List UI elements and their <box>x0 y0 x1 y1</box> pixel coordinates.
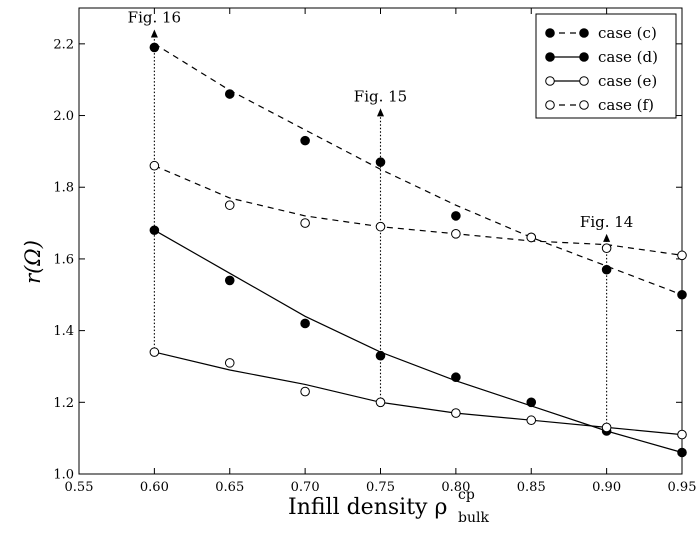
data-point <box>300 386 310 397</box>
y-tick-label: 1.6 <box>53 252 74 267</box>
x-tick-label: 0.80 <box>441 480 470 495</box>
data-point <box>149 225 160 236</box>
y-tick-label: 1.0 <box>53 468 74 483</box>
annotations: Fig. 16 Fig. 15 Fig. 14 <box>128 9 633 428</box>
annotation-label: Fig. 15 <box>354 87 407 105</box>
x-axis-label-sup: cp <box>458 487 475 503</box>
data-point <box>677 447 687 458</box>
legend-marker <box>545 100 555 110</box>
legend-marker <box>545 52 555 62</box>
data-point <box>601 422 612 433</box>
series-line <box>154 351 683 436</box>
data-point <box>224 358 235 368</box>
data-point <box>224 89 235 99</box>
data-point <box>300 135 310 146</box>
x-tick-label: 0.85 <box>517 480 546 495</box>
data-point <box>375 157 386 167</box>
data-point <box>375 397 386 408</box>
annotation-arrowhead <box>150 29 158 38</box>
x-tick-label: 0.90 <box>592 480 621 495</box>
x-axis-label: Infill density ρ <box>288 495 447 520</box>
series-line <box>154 229 683 454</box>
legend-marker <box>545 28 555 38</box>
data-point <box>149 347 160 357</box>
data-point <box>375 221 386 232</box>
x-tick-label: 0.70 <box>291 480 320 495</box>
y-tick-label: 2.0 <box>53 109 74 124</box>
annotation-arrowhead <box>603 233 611 242</box>
data-point <box>677 429 687 440</box>
data-point <box>677 289 687 300</box>
legend-marker <box>579 28 589 38</box>
y-tick-label: 1.4 <box>53 324 74 339</box>
legend-label: case (e) <box>598 72 657 90</box>
data-point <box>526 415 537 426</box>
data-point <box>677 250 687 261</box>
data-series <box>149 42 687 458</box>
data-point <box>526 232 537 243</box>
annotation-arrowhead <box>377 108 384 117</box>
data-point <box>451 211 461 221</box>
x-tick-label: 0.60 <box>140 480 169 495</box>
legend-box <box>535 13 677 119</box>
data-point <box>451 229 461 239</box>
x-axis-label-main: Infill density ρ <box>288 495 447 520</box>
legend: case (c) case (d) case (e) case (f) <box>535 13 677 119</box>
annotation-label: Fig. 14 <box>580 213 633 231</box>
y-tick-label: 1.8 <box>53 181 74 196</box>
legend-label: case (f) <box>598 96 654 114</box>
legend-label: case (c) <box>598 24 657 42</box>
axis-ticks: 0.55 0.60 0.65 0.70 0.75 0.80 0.85 0.90 0.95 1.0 1… <box>53 8 696 495</box>
legend-label: case (d) <box>598 48 658 66</box>
data-point <box>300 218 310 228</box>
x-axis-label-sub: bulk <box>458 510 489 526</box>
data-point <box>149 160 160 171</box>
data-point <box>451 408 461 418</box>
legend-marker <box>579 76 589 86</box>
legend-marker <box>579 100 589 110</box>
x-tick-label: 0.65 <box>215 480 244 495</box>
data-point <box>300 318 310 329</box>
annotation-label: Fig. 16 <box>128 9 181 27</box>
legend-marker <box>579 52 589 62</box>
y-axis-label: r(Ω) <box>21 240 45 284</box>
x-tick-label: 0.55 <box>65 480 94 495</box>
data-point <box>375 350 386 361</box>
series-line <box>154 43 683 296</box>
x-tick-label: 0.95 <box>668 480 696 495</box>
data-point <box>601 264 612 275</box>
data-point <box>149 42 160 53</box>
data-point <box>224 200 235 210</box>
data-point <box>526 397 537 408</box>
y-tick-label: 1.2 <box>53 396 74 411</box>
data-point <box>601 243 612 253</box>
series-line <box>154 165 683 256</box>
x-tick-label: 0.75 <box>366 480 395 495</box>
data-point <box>451 372 461 383</box>
y-tick-label: 2.2 <box>53 37 74 52</box>
data-point <box>224 275 235 286</box>
legend-marker <box>545 76 555 86</box>
